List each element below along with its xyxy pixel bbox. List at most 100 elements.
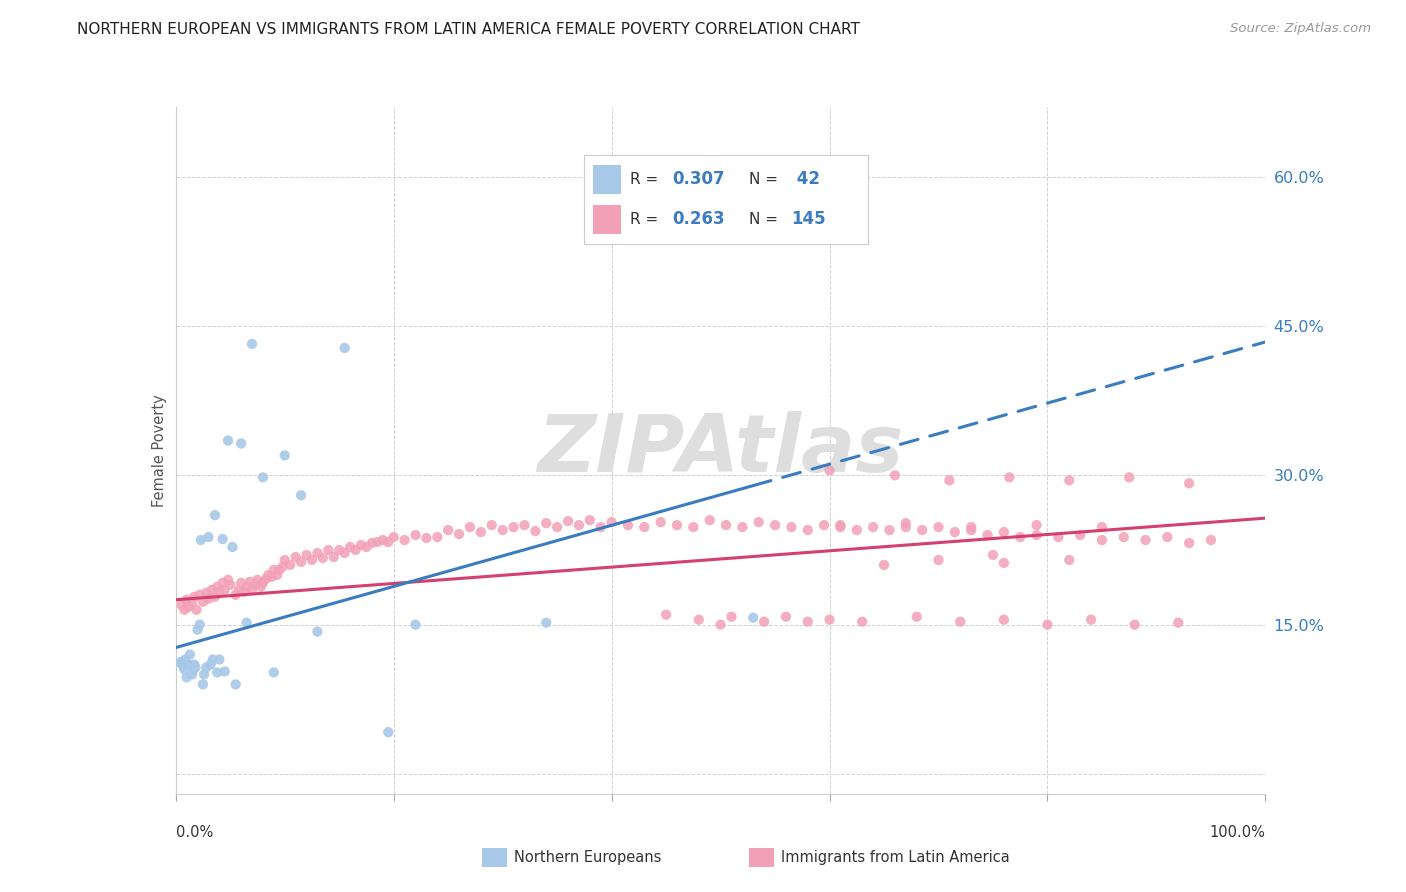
Point [186,623,209,637]
Point [284,549,307,564]
Point [949,615,972,629]
Text: Source: ZipAtlas.com: Source: ZipAtlas.com [1230,22,1371,36]
Point [183,657,205,672]
Point [763,518,786,533]
Point [1080,613,1102,627]
Point [263,665,285,680]
Point [221,540,243,554]
Point [960,523,983,537]
Point [217,434,239,448]
Point [976,528,998,542]
Point [524,524,547,538]
Point [405,617,427,632]
Point [240,337,263,351]
Point [233,584,256,599]
Point [211,532,233,546]
Point [546,520,568,534]
Point [228,582,250,597]
Point [589,520,612,534]
Point [254,572,277,586]
Point [905,609,928,624]
Point [993,556,1015,570]
Point [714,518,737,533]
Text: NORTHERN EUROPEAN VS IMMIGRANTS FROM LATIN AMERICA FEMALE POVERTY CORRELATION CH: NORTHERN EUROPEAN VS IMMIGRANTS FROM LAT… [77,22,860,37]
Point [205,665,228,680]
Point [193,667,215,681]
Point [534,615,557,630]
Point [197,530,219,544]
Point [1199,533,1222,547]
Point [382,530,405,544]
Point [1047,530,1070,544]
Point [173,603,195,617]
Point [415,531,437,545]
Point [191,677,214,691]
Text: 100.0%: 100.0% [1209,825,1265,839]
Point [322,549,344,564]
Point [344,543,367,558]
Point [894,516,917,530]
Point [993,525,1015,540]
Point [191,595,214,609]
Point [204,508,226,523]
Point [830,520,852,534]
Point [1091,533,1114,547]
Point [1057,553,1080,567]
Point [470,525,492,540]
Point [177,599,200,614]
Point [214,582,236,597]
Point [181,667,204,681]
Point [650,515,672,529]
Point [830,518,852,533]
Point [894,520,917,534]
Point [960,520,983,534]
Point [339,540,361,554]
Point [911,523,934,537]
Point [568,518,591,533]
Point [197,591,219,606]
Point [278,558,301,572]
Point [1112,530,1135,544]
Point [235,615,257,630]
Point [200,657,222,672]
Point [502,520,524,534]
Point [845,523,868,537]
Point [295,548,318,562]
Point [377,535,399,549]
Point [318,543,340,558]
Point [360,536,382,550]
Point [176,670,198,684]
Point [688,613,710,627]
Point [214,665,236,679]
Point [655,607,678,622]
Point [201,582,224,597]
Text: 145: 145 [792,211,825,228]
Text: Northern Europeans: Northern Europeans [513,850,661,865]
Point [179,648,201,662]
Point [998,470,1021,484]
Point [201,652,224,666]
Point [312,551,335,566]
Point [205,580,228,594]
Point [818,463,841,477]
Bar [593,205,621,234]
Point [579,513,602,527]
Text: ZIPAtlas: ZIPAtlas [537,411,904,490]
Point [873,558,896,572]
Text: Immigrants from Latin America: Immigrants from Latin America [782,850,1010,865]
Point [217,573,239,587]
Point [328,543,350,558]
Point [252,575,274,590]
Point [1025,528,1047,542]
Point [183,590,205,604]
Point [371,533,394,547]
Point [172,655,194,669]
Point [1036,617,1059,632]
Point [617,518,640,533]
Point [333,546,356,560]
Point [437,523,460,537]
Point [731,520,754,534]
Point [633,520,655,534]
Point [981,548,1004,562]
Point [195,586,218,600]
